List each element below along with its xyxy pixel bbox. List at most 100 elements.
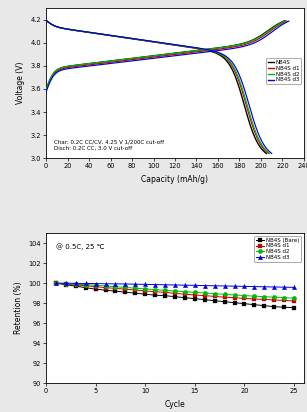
NB4S d3 <box>104 281 107 286</box>
NB4S (Bare) <box>134 291 137 296</box>
NB4S d1 <box>173 291 177 296</box>
Line: NB4S d1: NB4S d1 <box>54 281 296 303</box>
NB4S d2 <box>292 296 296 301</box>
NB4S d2 <box>233 293 236 297</box>
NB4S (Bare) <box>54 281 58 286</box>
NB4S d3 <box>123 281 127 286</box>
NB4S d2 <box>153 287 157 292</box>
NB4S d2 <box>173 288 177 293</box>
NB4S d3 <box>143 282 147 287</box>
NB4S d3 <box>233 284 236 289</box>
NB4S d1 <box>193 293 197 297</box>
NB4S (Bare) <box>272 304 276 309</box>
NB4S d3 <box>134 282 137 287</box>
Line: NB4S d2: NB4S d2 <box>54 281 296 300</box>
NB4S d1 <box>123 287 127 292</box>
NB4S d1 <box>223 295 227 300</box>
NB4S d2 <box>114 284 117 289</box>
NB4S d2 <box>163 288 167 293</box>
NB4S d1 <box>233 295 236 300</box>
NB4S d1 <box>104 285 107 290</box>
NB4S d1 <box>292 299 296 304</box>
NB4S d3 <box>252 284 256 289</box>
NB4S d3 <box>223 283 227 288</box>
NB4S d1 <box>134 288 137 293</box>
NB4S d3 <box>213 283 216 288</box>
NB4S (Bare) <box>173 294 177 299</box>
NB4S d2 <box>183 289 187 294</box>
NB4S (Bare) <box>104 288 107 293</box>
NB4S d3 <box>292 285 296 290</box>
NB4S d2 <box>74 282 78 287</box>
NB4S d2 <box>252 294 256 299</box>
Text: @ 0.5C, 25 ℃: @ 0.5C, 25 ℃ <box>56 243 105 250</box>
NB4S d2 <box>272 295 276 300</box>
NB4S d2 <box>243 293 246 298</box>
NB4S d3 <box>74 281 78 286</box>
NB4S d1 <box>163 290 167 295</box>
Legend: NB4S (Bare), NB4S d1, NB4S d2, NB4S d3: NB4S (Bare), NB4S d1, NB4S d2, NB4S d3 <box>255 236 301 262</box>
X-axis label: Cycle: Cycle <box>165 400 185 409</box>
NB4S d3 <box>114 281 117 286</box>
NB4S (Bare) <box>193 296 197 301</box>
NB4S (Bare) <box>292 305 296 310</box>
NB4S (Bare) <box>143 292 147 297</box>
NB4S d3 <box>203 283 207 288</box>
Y-axis label: Retention (%): Retention (%) <box>14 282 23 335</box>
NB4S d1 <box>143 288 147 293</box>
NB4S d1 <box>262 297 266 302</box>
NB4S (Bare) <box>74 284 78 289</box>
NB4S d3 <box>183 283 187 288</box>
NB4S d1 <box>54 281 58 286</box>
NB4S d2 <box>84 282 87 287</box>
NB4S (Bare) <box>153 293 157 297</box>
NB4S d3 <box>84 281 87 286</box>
NB4S d3 <box>282 285 286 290</box>
NB4S d2 <box>64 281 68 286</box>
NB4S (Bare) <box>183 295 187 300</box>
NB4S d2 <box>143 286 147 291</box>
Text: Char: 0.2C CC/CV, 4.25 V 1/200C cut-off
Disch: 0.2C CC, 3.0 V cut-off: Char: 0.2C CC/CV, 4.25 V 1/200C cut-off … <box>54 140 164 151</box>
NB4S (Bare) <box>252 302 256 307</box>
NB4S (Bare) <box>213 298 216 303</box>
NB4S (Bare) <box>223 299 227 304</box>
Y-axis label: Voltage (V): Voltage (V) <box>16 62 25 105</box>
NB4S d2 <box>193 290 197 295</box>
NB4S (Bare) <box>233 300 236 305</box>
NB4S d1 <box>114 286 117 291</box>
X-axis label: Capacity (mAh/g): Capacity (mAh/g) <box>142 175 208 184</box>
NB4S d3 <box>163 282 167 287</box>
NB4S d1 <box>84 283 87 288</box>
NB4S d1 <box>272 297 276 302</box>
Line: NB4S (Bare): NB4S (Bare) <box>54 281 296 310</box>
NB4S d2 <box>203 290 207 295</box>
NB4S d2 <box>54 281 58 286</box>
NB4S d1 <box>252 297 256 302</box>
NB4S d2 <box>123 285 127 290</box>
Legend: NB4S, NB4S d1, NB4S d2, NB4S d3: NB4S, NB4S d1, NB4S d2, NB4S d3 <box>266 59 301 84</box>
NB4S d3 <box>243 284 246 289</box>
NB4S d3 <box>54 281 58 286</box>
NB4S (Bare) <box>203 297 207 302</box>
NB4S d1 <box>282 298 286 303</box>
NB4S d3 <box>94 281 98 286</box>
NB4S (Bare) <box>114 289 117 294</box>
NB4S (Bare) <box>262 303 266 308</box>
NB4S d2 <box>213 291 216 296</box>
NB4S (Bare) <box>123 290 127 295</box>
NB4S d1 <box>64 282 68 287</box>
NB4S d3 <box>272 285 276 290</box>
NB4S d2 <box>104 283 107 288</box>
NB4S d1 <box>74 283 78 288</box>
NB4S d2 <box>262 294 266 299</box>
NB4S d1 <box>203 293 207 298</box>
NB4S d2 <box>94 283 98 288</box>
NB4S d1 <box>213 294 216 299</box>
NB4S d1 <box>153 289 157 294</box>
NB4S d3 <box>64 281 68 286</box>
NB4S (Bare) <box>64 282 68 287</box>
NB4S d2 <box>134 286 137 290</box>
NB4S d2 <box>223 292 227 297</box>
NB4S d1 <box>183 292 187 297</box>
NB4S (Bare) <box>282 305 286 310</box>
